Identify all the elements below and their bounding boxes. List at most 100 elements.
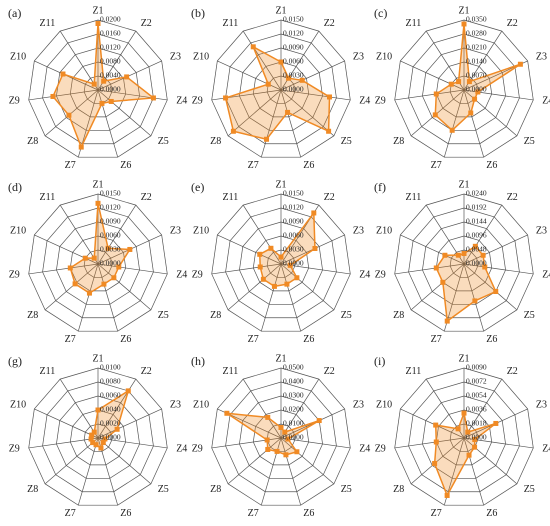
axis-label: Z11 — [406, 192, 422, 203]
radial-tick-label: 0.0018 — [466, 419, 487, 428]
axis-label: Z2 — [324, 192, 335, 203]
axis-label: Z5 — [524, 484, 535, 495]
panel-title: (i) — [374, 354, 385, 368]
radial-tick-label: 0.0000 — [100, 85, 121, 94]
data-point — [274, 448, 280, 454]
radial-tick-label: 0.0060 — [283, 231, 304, 240]
data-point — [468, 110, 474, 116]
spoke — [410, 437, 465, 485]
data-point — [100, 440, 106, 446]
spoke — [280, 437, 335, 485]
radial-tick-label: 0.0090 — [283, 217, 304, 226]
axis-label: Z8 — [27, 310, 38, 321]
data-point — [50, 93, 56, 99]
radial-tick-label: 0.0072 — [466, 377, 487, 386]
grid-ring — [83, 423, 113, 452]
data-point — [93, 442, 99, 448]
grid-ring — [422, 395, 506, 479]
data-point — [98, 445, 104, 451]
grid-ring — [422, 47, 506, 131]
data-point — [95, 200, 101, 206]
axis-label: Z10 — [193, 225, 209, 236]
axis-label: Z10 — [193, 51, 209, 62]
spoke — [280, 89, 335, 137]
data-point — [480, 252, 486, 258]
radial-tick-label: 0.0350 — [466, 15, 487, 24]
data-point — [91, 429, 97, 435]
spoke — [97, 437, 168, 449]
axis-label: Z3 — [536, 225, 547, 236]
radial-tick-label: 0.0040 — [100, 405, 121, 414]
spoke — [463, 437, 485, 506]
axis-label: Z10 — [10, 399, 26, 410]
data-point — [78, 144, 84, 150]
data-point — [101, 281, 107, 287]
radial-tick-label: 0.0280 — [466, 29, 487, 38]
axis-label: Z11 — [40, 366, 56, 377]
radial-tick-label: 0.0120 — [100, 43, 121, 52]
data-point — [432, 460, 438, 466]
axis-label: Z11 — [40, 18, 56, 29]
panel-title: (g) — [8, 354, 22, 368]
axis-label: Z3 — [353, 225, 364, 236]
data-point — [493, 289, 499, 295]
spoke — [97, 204, 137, 265]
data-point — [66, 112, 72, 118]
grid-ring — [239, 47, 323, 131]
data-point — [456, 79, 462, 85]
data-point — [461, 21, 467, 27]
radial-tick-label: 0.0096 — [466, 231, 487, 240]
data-point — [311, 210, 317, 216]
axis-label: Z3 — [536, 399, 547, 410]
spoke — [400, 234, 465, 265]
radial-tick-label: 0.0100 — [100, 363, 121, 372]
data-point — [442, 252, 448, 258]
axis-label: Z9 — [375, 444, 386, 455]
axis-label: Z8 — [210, 484, 221, 495]
radial-tick-label: 0.0150 — [100, 189, 121, 198]
axis-label: Z9 — [192, 96, 203, 107]
axis-label: Z9 — [375, 270, 386, 281]
data-point — [95, 21, 101, 26]
axis-label: Z11 — [223, 18, 239, 29]
spoke — [34, 408, 99, 439]
axis-label: Z6 — [120, 160, 131, 171]
axis-label: Z4 — [359, 444, 370, 455]
grid-ring — [408, 381, 520, 493]
radial-tick-label: 0.0070 — [466, 71, 487, 80]
axis-label: Z2 — [141, 192, 152, 203]
spoke — [59, 378, 99, 439]
data-point — [472, 243, 478, 249]
axis-label: Z5 — [158, 310, 169, 321]
spoke — [410, 263, 465, 311]
spoke — [280, 263, 335, 311]
data-point — [493, 420, 499, 426]
grid-ring — [211, 19, 351, 158]
axis-label: Z6 — [303, 508, 314, 519]
radial-tick-label: 0.0000 — [100, 259, 121, 268]
spoke — [280, 437, 351, 449]
axis-label: Z5 — [524, 136, 535, 147]
spoke — [443, 89, 465, 158]
spoke — [77, 263, 99, 332]
data-point — [285, 109, 291, 115]
spoke — [280, 60, 345, 91]
panel-title: (b) — [191, 6, 205, 20]
grid-ring — [435, 235, 493, 292]
data-point — [285, 436, 291, 442]
radial-tick-label: 0.0210 — [466, 43, 487, 52]
axis-label: Z1 — [92, 5, 103, 16]
axis-label: Z10 — [193, 399, 209, 410]
axis-label: Z2 — [324, 18, 335, 29]
grid-ring — [239, 221, 323, 305]
radial-tick-label: 0.0140 — [466, 57, 487, 66]
axis-label: Z10 — [376, 51, 392, 62]
data-point — [124, 74, 130, 80]
data-point — [250, 44, 256, 50]
spoke — [280, 89, 302, 158]
spoke — [211, 263, 282, 275]
axis-label: Z11 — [406, 366, 422, 377]
radial-tick-label: 0.0060 — [100, 231, 121, 240]
axis-label: Z3 — [170, 399, 181, 410]
axis-label: Z8 — [27, 136, 38, 147]
